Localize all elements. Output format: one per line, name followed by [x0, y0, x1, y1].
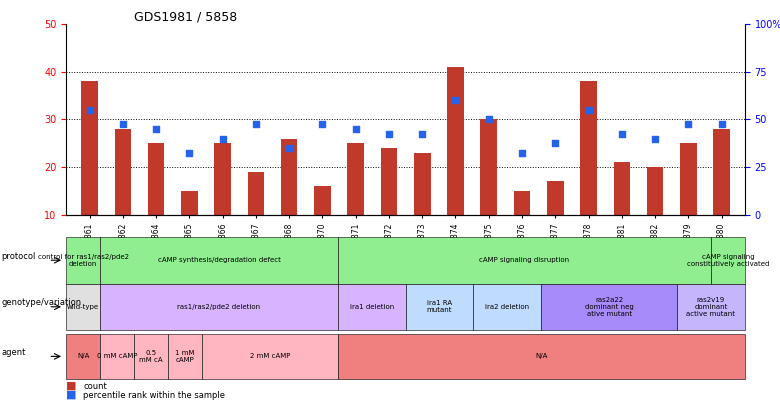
Point — [349, 126, 362, 132]
Text: control for ras1/ras2/pde2
deletion: control for ras1/ras2/pde2 deletion — [37, 254, 129, 267]
Point — [283, 145, 296, 151]
Point — [649, 135, 661, 142]
Bar — [680, 143, 697, 215]
Text: ras2v19
dominant
active mutant: ras2v19 dominant active mutant — [686, 297, 736, 317]
Text: cAMP signaling
constitutively activated: cAMP signaling constitutively activated — [686, 254, 769, 267]
Text: 0.5
mM cA: 0.5 mM cA — [140, 350, 163, 363]
Text: N/A: N/A — [77, 354, 90, 359]
Point — [416, 130, 428, 137]
Point — [549, 140, 562, 147]
Text: wild-type: wild-type — [67, 304, 99, 310]
Point — [449, 97, 462, 104]
Bar — [614, 162, 630, 215]
Point — [83, 107, 96, 113]
Text: 2 mM cAMP: 2 mM cAMP — [250, 354, 290, 359]
Text: 0 mM cAMP: 0 mM cAMP — [97, 354, 137, 359]
Bar — [480, 119, 497, 215]
Point — [183, 149, 196, 156]
Text: ira1 RA
mutant: ira1 RA mutant — [427, 300, 452, 313]
Bar — [181, 191, 197, 215]
Bar — [547, 181, 564, 215]
Text: GDS1981 / 5858: GDS1981 / 5858 — [134, 10, 237, 23]
Text: genotype/variation: genotype/variation — [2, 298, 82, 307]
Bar — [115, 129, 131, 215]
Bar — [381, 148, 397, 215]
Point — [715, 121, 728, 128]
Bar — [281, 139, 297, 215]
Text: ■: ■ — [66, 381, 76, 391]
Bar — [580, 81, 597, 215]
Text: ■: ■ — [66, 390, 76, 400]
Text: 1 mM
cAMP: 1 mM cAMP — [176, 350, 195, 363]
Point — [117, 121, 129, 128]
Text: agent: agent — [2, 348, 26, 357]
Point — [583, 107, 595, 113]
Text: percentile rank within the sample: percentile rank within the sample — [83, 391, 225, 400]
Text: protocol: protocol — [2, 252, 36, 261]
Point — [216, 135, 229, 142]
Text: N/A: N/A — [535, 354, 548, 359]
Point — [483, 116, 495, 123]
Bar — [314, 186, 331, 215]
Bar — [514, 191, 530, 215]
Bar — [147, 143, 165, 215]
Text: ras1/ras2/pde2 deletion: ras1/ras2/pde2 deletion — [177, 304, 261, 310]
Bar — [81, 81, 98, 215]
Point — [682, 121, 695, 128]
Point — [383, 130, 395, 137]
Text: ira1 deletion: ira1 deletion — [349, 304, 394, 310]
Point — [250, 121, 262, 128]
Point — [516, 149, 528, 156]
Point — [150, 126, 162, 132]
Point — [615, 130, 628, 137]
Text: count: count — [83, 382, 107, 391]
Bar — [247, 172, 264, 215]
Bar — [713, 129, 730, 215]
Point — [316, 121, 328, 128]
Text: ira2 deletion: ira2 deletion — [485, 304, 530, 310]
Bar — [347, 143, 364, 215]
Text: cAMP synthesis/degradation defect: cAMP synthesis/degradation defect — [158, 257, 281, 263]
Bar — [447, 67, 464, 215]
Text: cAMP signaling disruption: cAMP signaling disruption — [479, 257, 569, 263]
Bar — [215, 143, 231, 215]
Text: ras2a22
dominant neg
ative mutant: ras2a22 dominant neg ative mutant — [585, 297, 633, 317]
Bar — [414, 153, 431, 215]
Bar — [647, 167, 664, 215]
